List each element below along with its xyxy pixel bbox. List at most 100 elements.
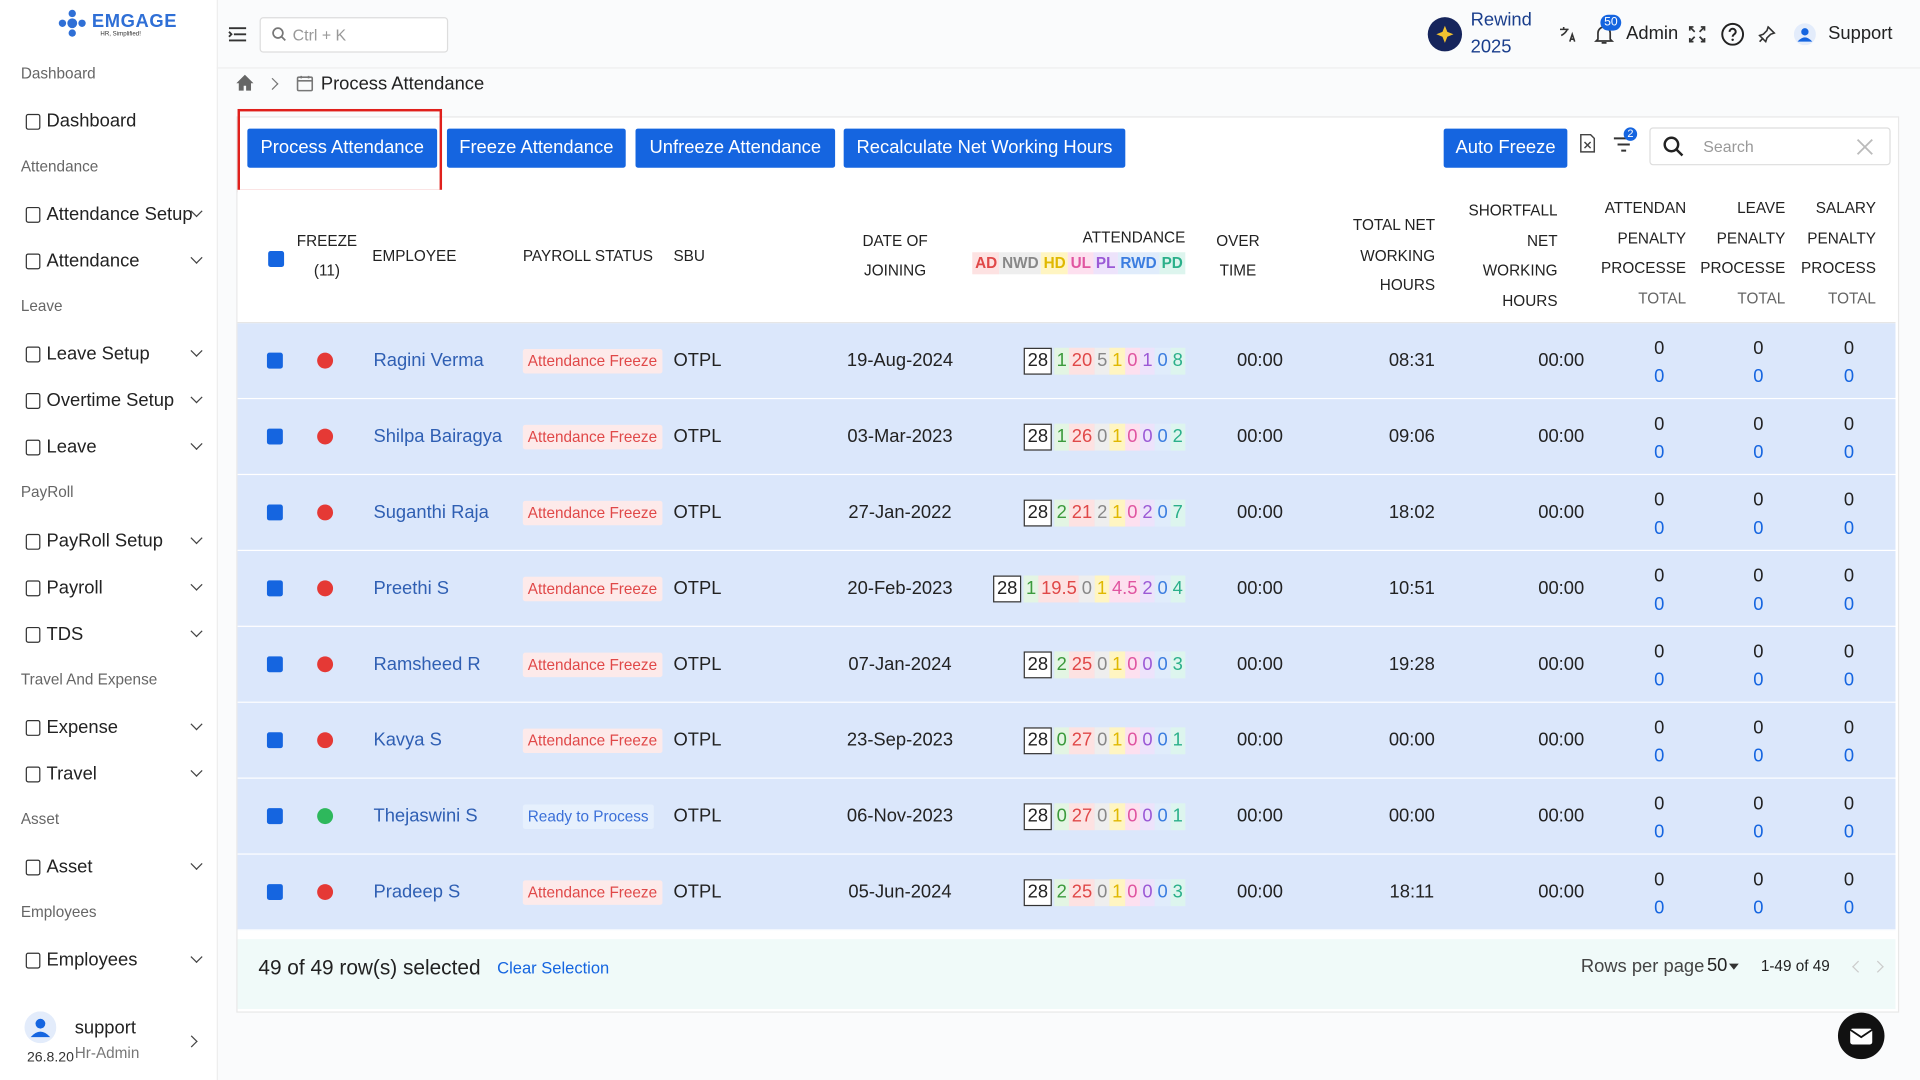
rewind-year[interactable]: 2025	[1470, 36, 1512, 58]
penalty-processed[interactable]: 0	[1654, 442, 1665, 463]
employee-name[interactable]: Thejaswini S	[373, 805, 478, 827]
page-size[interactable]: 50	[1706, 955, 1728, 976]
penalty-processed[interactable]: 0	[1654, 897, 1665, 919]
table-row[interactable]: Pradeep S Attendance Freeze OTPL 05-Jun-202…	[237, 854, 1896, 931]
nav-chevron[interactable]	[190, 717, 203, 730]
penalty-processed[interactable]: 0	[1654, 745, 1665, 767]
row-checkbox[interactable]	[266, 732, 283, 749]
table-search[interactable]: Search	[1649, 127, 1891, 166]
table-row[interactable]: Kavya S Attendance Freeze OTPL 23-Sep-2023 2…	[237, 702, 1896, 779]
nav-item[interactable]: Leave Setup	[46, 343, 150, 365]
table-row[interactable]: Ramsheed R Attendance Freeze OTPL 07-Jan-20…	[237, 626, 1896, 703]
action-button[interactable]: Process Attendance	[247, 128, 438, 168]
penalty-processed[interactable]: 0	[1753, 442, 1764, 463]
rewind-logo[interactable]	[1427, 16, 1464, 53]
fullscreen-icon[interactable]	[1688, 26, 1706, 43]
penalty-processed[interactable]: 0	[1753, 821, 1764, 843]
row-checkbox[interactable]	[266, 352, 283, 369]
pin-icon[interactable]	[1758, 25, 1776, 43]
penalty-processed[interactable]: 0	[1843, 593, 1855, 615]
employee-name[interactable]: Ramsheed R	[373, 653, 481, 675]
employee-name[interactable]: Pradeep S	[373, 881, 461, 903]
export-excel-icon[interactable]	[1580, 133, 1596, 153]
select-all-checkbox[interactable]	[268, 251, 285, 267]
home-icon[interactable]	[235, 73, 255, 91]
row-checkbox[interactable]	[266, 580, 283, 597]
penalty-processed[interactable]: 0	[1843, 821, 1855, 843]
nav-item[interactable]: Attendance	[46, 250, 140, 272]
chat-button[interactable]	[1837, 1011, 1886, 1060]
menu-toggle[interactable]	[228, 24, 248, 44]
penalty-processed[interactable]: 0	[1753, 897, 1764, 919]
row-checkbox[interactable]	[266, 884, 283, 901]
nav-chevron[interactable]	[190, 438, 203, 451]
row-checkbox[interactable]	[266, 428, 283, 445]
employee-name[interactable]: Shilpa Bairagya	[373, 426, 503, 447]
clear-selection[interactable]: Clear Selection	[497, 958, 610, 978]
employee-name[interactable]: Preethi S	[373, 577, 450, 599]
nav-item[interactable]: Expense	[46, 716, 119, 738]
nav-chevron[interactable]	[190, 531, 203, 544]
nav-item[interactable]: Employees	[46, 949, 138, 971]
penalty-processed[interactable]: 0	[1753, 517, 1764, 539]
nav-chevron[interactable]	[190, 578, 203, 591]
row-checkbox[interactable]	[266, 808, 283, 825]
penalty-processed[interactable]: 0	[1753, 366, 1764, 387]
nav-item[interactable]: PayRoll Setup	[46, 530, 163, 552]
nav-chevron[interactable]	[190, 857, 203, 870]
nav-item[interactable]: Travel	[46, 763, 97, 784]
language-icon[interactable]	[1559, 26, 1576, 43]
penalty-processed[interactable]: 0	[1654, 366, 1665, 387]
penalty-processed[interactable]: 0	[1843, 517, 1855, 539]
penalty-processed[interactable]: 0	[1843, 897, 1855, 919]
support-label[interactable]: Support	[1828, 23, 1893, 45]
admin-label[interactable]: Admin	[1626, 23, 1679, 45]
penalty-processed[interactable]: 0	[1654, 821, 1665, 843]
help-icon[interactable]	[1720, 22, 1745, 46]
nav-chevron[interactable]	[190, 391, 203, 404]
penalty-processed[interactable]: 0	[1654, 593, 1665, 615]
penalty-processed[interactable]: 0	[1843, 669, 1855, 691]
employee-name[interactable]: Kavya S	[373, 729, 442, 751]
action-button[interactable]: Recalculate Net Working Hours	[843, 128, 1126, 168]
nav-chevron[interactable]	[190, 950, 203, 963]
global-search[interactable]: Ctrl + K	[259, 17, 449, 53]
penalty-processed[interactable]: 0	[1753, 593, 1764, 615]
penalty-processed[interactable]: 0	[1843, 745, 1855, 767]
table-row[interactable]: Preethi S Attendance Freeze OTPL 20-Feb-202…	[237, 551, 1896, 627]
table-row[interactable]: Ragini Verma Attendance Freeze OTPL 19-Aug-…	[237, 323, 1896, 400]
user-chevron[interactable]	[185, 1035, 198, 1048]
action-button[interactable]: Freeze Attendance	[446, 128, 626, 168]
penalty-processed[interactable]: 0	[1654, 517, 1665, 539]
nav-item[interactable]: Overtime Setup	[46, 390, 175, 412]
nav-chevron[interactable]	[190, 764, 203, 777]
employee-name[interactable]: Suganthi Raja	[373, 502, 489, 523]
row-checkbox[interactable]	[266, 656, 283, 673]
nav-item[interactable]: Asset	[46, 856, 93, 878]
clear-search-icon[interactable]	[1856, 138, 1873, 155]
prev-page[interactable]	[1852, 960, 1865, 973]
nav-item[interactable]: TDS	[46, 623, 84, 645]
nav-chevron[interactable]	[190, 251, 203, 265]
penalty-processed[interactable]: 0	[1654, 669, 1665, 691]
nav-chevron[interactable]	[190, 624, 203, 637]
table-row[interactable]: Suganthi Raja Attendance Freeze OTPL 27-Jan…	[237, 475, 1896, 552]
nav-chevron[interactable]	[190, 345, 203, 358]
nav-item[interactable]: Dashboard	[46, 110, 137, 132]
next-page[interactable]	[1871, 960, 1884, 973]
auto-freeze-button[interactable]: Auto Freeze	[1443, 128, 1568, 168]
penalty-processed[interactable]: 0	[1753, 669, 1764, 691]
nav-item[interactable]: Leave	[46, 437, 97, 458]
penalty-processed[interactable]: 0	[1843, 366, 1855, 387]
rewind-label[interactable]: Rewind	[1470, 9, 1532, 31]
penalty-processed[interactable]: 0	[1753, 745, 1764, 767]
penalty-processed[interactable]: 0	[1843, 442, 1855, 463]
employee-name[interactable]: Ragini Verma	[373, 350, 484, 372]
nav-item[interactable]: Attendance Setup	[46, 204, 193, 225]
row-checkbox[interactable]	[266, 504, 283, 521]
nav-item[interactable]: Payroll	[46, 576, 103, 598]
table-row[interactable]: Thejaswini S Ready to Process OTPL 06-Nov-2…	[237, 778, 1896, 855]
action-button[interactable]: Unfreeze Attendance	[635, 128, 836, 168]
table-row[interactable]: Shilpa Bairagya Attendance Freeze OTPL 03-M…	[237, 399, 1896, 476]
support-avatar[interactable]	[1793, 23, 1816, 46]
